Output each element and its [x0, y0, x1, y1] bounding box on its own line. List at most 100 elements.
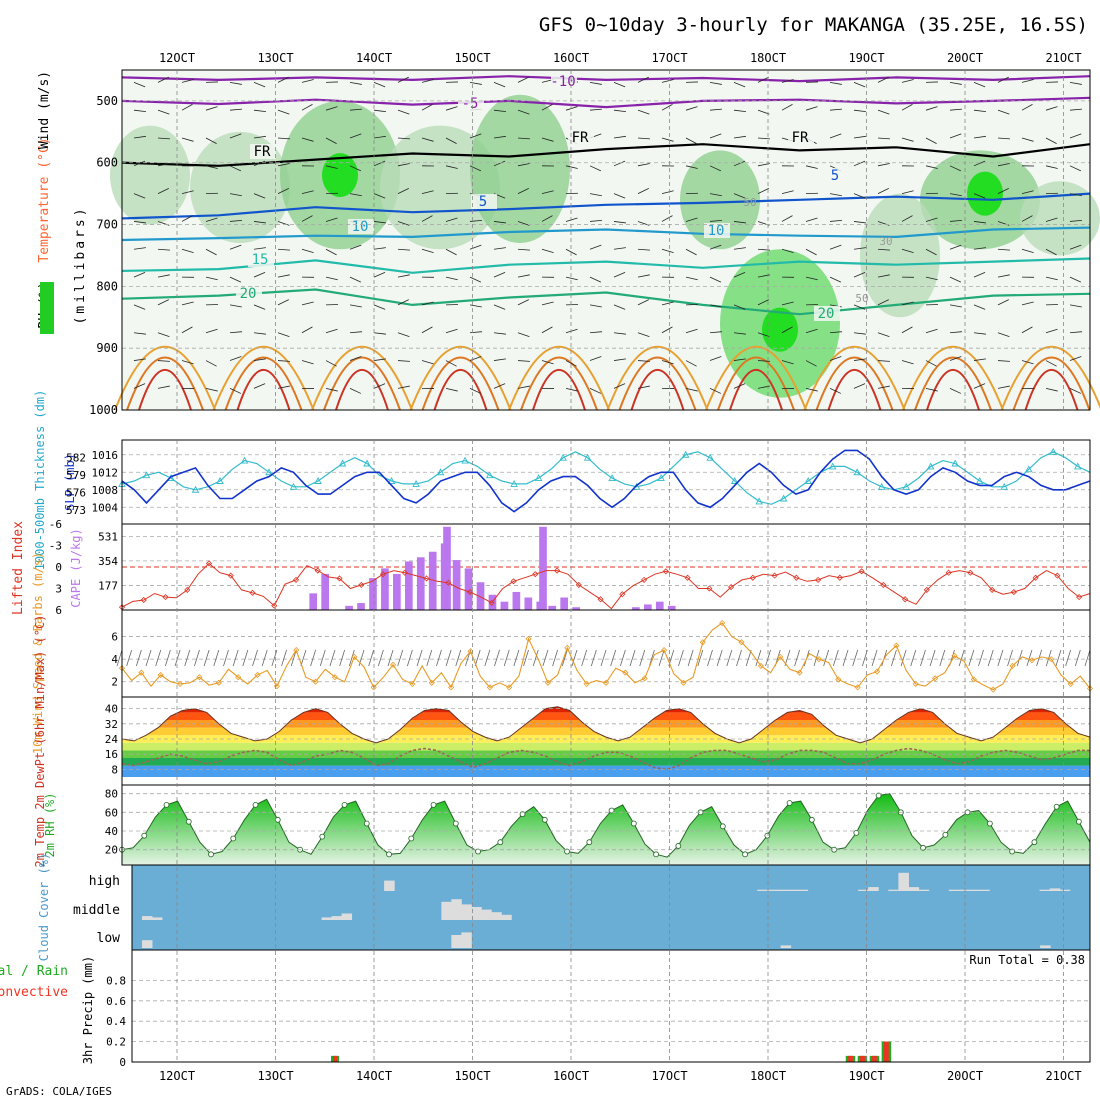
- wind-barb-342: [805, 248, 817, 256]
- wind-barb-79: [277, 274, 290, 278]
- thickness-point-22: [387, 477, 396, 484]
- li-point-38: [532, 571, 539, 578]
- surface-barb-10: [213, 649, 220, 667]
- isotherm-label-bg-7: [348, 219, 374, 234]
- wind-barb-330: [781, 248, 794, 253]
- wind-barb-409: [949, 108, 962, 111]
- cloud-low-91: [1040, 945, 1051, 948]
- wind-point-22: [331, 674, 339, 681]
- wind-point-8: [196, 674, 203, 681]
- surface-barb-78: [871, 649, 878, 667]
- wind-barb-296: [709, 304, 722, 308]
- wind-barb-208: [541, 190, 554, 195]
- top-xtick-1: 13OCT: [257, 51, 293, 65]
- cape-bar-38: [572, 607, 580, 610]
- wind-barb-198: [517, 248, 530, 251]
- thickness-point-8: [216, 477, 224, 484]
- wind-barb-411: [949, 165, 962, 172]
- wind-barb-439: [997, 274, 1010, 278]
- wind-barb-371: [853, 383, 866, 389]
- cloud-high-62: [757, 889, 768, 891]
- cape-spike-1: [539, 526, 547, 610]
- surface-barb-64: [736, 649, 742, 667]
- wind-barb-286: [685, 360, 697, 367]
- li-point-10: [227, 572, 234, 579]
- precip-panel: 0 0.2 0.4 0.6 0.8: [106, 949, 1091, 1069]
- wind-barb-318: [757, 248, 770, 251]
- wind-barb-179: [469, 388, 482, 394]
- top-xtick-5: 17OCT: [651, 51, 687, 65]
- isotherm-label-8: 10: [708, 223, 725, 239]
- rh-ytick-2: 60: [105, 806, 118, 819]
- li-point-76: [945, 569, 952, 576]
- wind-barb-304: [733, 193, 746, 199]
- cloud-high-77: [908, 887, 920, 891]
- wind-barb-52: [229, 193, 242, 197]
- cloud-middle-35: [481, 909, 492, 920]
- isotherm-4: [121, 192, 1091, 220]
- bottom-xtick-1: 13OCT: [257, 1069, 293, 1083]
- upper-air-panel: -10 -5 FR FR FR 5 5 10 10 15 20 20 50 50 30 500 600 700 80…: [89, 69, 1100, 417]
- wind-barb-375: [877, 163, 890, 167]
- wind-barb-70: [253, 358, 266, 361]
- li-point-80: [989, 586, 996, 593]
- wind-barb-426: [973, 247, 986, 250]
- surface-barb-31: [416, 649, 423, 667]
- wind-barb-7: [133, 272, 146, 278]
- legend-convective: Convective: [0, 985, 68, 1000]
- cloud-high-72: [858, 889, 869, 891]
- surface-barb-40: [503, 649, 510, 667]
- wind-barb-245: [613, 221, 626, 224]
- surface-barb-4: [155, 649, 162, 667]
- wind-barb-278: [685, 137, 697, 144]
- wind-point-16: [273, 683, 280, 690]
- thickness-point-52: [755, 497, 763, 505]
- wind-barb-322: [757, 360, 770, 362]
- top-xtick-8: 20OCT: [947, 51, 983, 65]
- wind-barb-262: [637, 360, 650, 362]
- wind-point-44: [544, 679, 551, 686]
- wind-barb-65: [253, 221, 266, 224]
- li-point-12: [249, 589, 256, 596]
- cape-bar-37: [560, 597, 569, 610]
- isotherm-label-bg-9: [248, 252, 274, 267]
- wind-barb-265: [661, 104, 673, 111]
- wind-barb-368: [853, 304, 866, 310]
- rh-point-40: [564, 848, 570, 855]
- top-xtick-4: 16OCT: [553, 51, 589, 65]
- surface-barb-16: [271, 649, 278, 667]
- rh-point-6: [185, 818, 192, 825]
- wind-barb-143: [397, 385, 410, 389]
- wind-barb-154: [421, 360, 434, 365]
- rh-ytick-1: 40: [105, 825, 118, 838]
- surface-barb-28: [387, 649, 394, 667]
- rh-shade-8: [860, 193, 940, 318]
- cape-panel: 177 354 531 -6 -3 0 3 6: [49, 518, 1091, 617]
- wind-barb-226: [565, 360, 577, 367]
- surface-barb-100: [1084, 649, 1091, 667]
- cloud-low-1: [141, 940, 153, 948]
- li-point-32: [466, 589, 474, 596]
- surface-arch-6-2: [729, 368, 783, 411]
- wind-barb-26: [181, 137, 194, 142]
- cloud-high-64: [777, 889, 788, 891]
- wind-barb-67: [253, 272, 266, 278]
- wind-barb-189: [493, 332, 506, 335]
- thickness-point-54: [779, 494, 788, 502]
- rh-shade-3: [380, 125, 500, 250]
- thickness-point-40: [608, 474, 616, 482]
- wind-barb-54: [229, 244, 242, 250]
- li-point-48: [641, 576, 648, 583]
- cape-bar-19: [345, 605, 353, 610]
- wind-barb-165: [445, 328, 458, 334]
- isotherm-5: [121, 226, 1091, 242]
- wind-barb-43: [205, 276, 218, 281]
- wind-barb-170: [469, 133, 482, 139]
- wind-barb-328: [781, 190, 794, 195]
- isotherm-label-9: 15: [252, 252, 269, 268]
- surface-arch-8-1: [914, 356, 992, 411]
- wind-barb-295: [709, 276, 722, 283]
- wind-barb-420: [973, 81, 986, 88]
- wind-barb-470: [1069, 133, 1082, 139]
- wind-barb-128: [373, 304, 386, 310]
